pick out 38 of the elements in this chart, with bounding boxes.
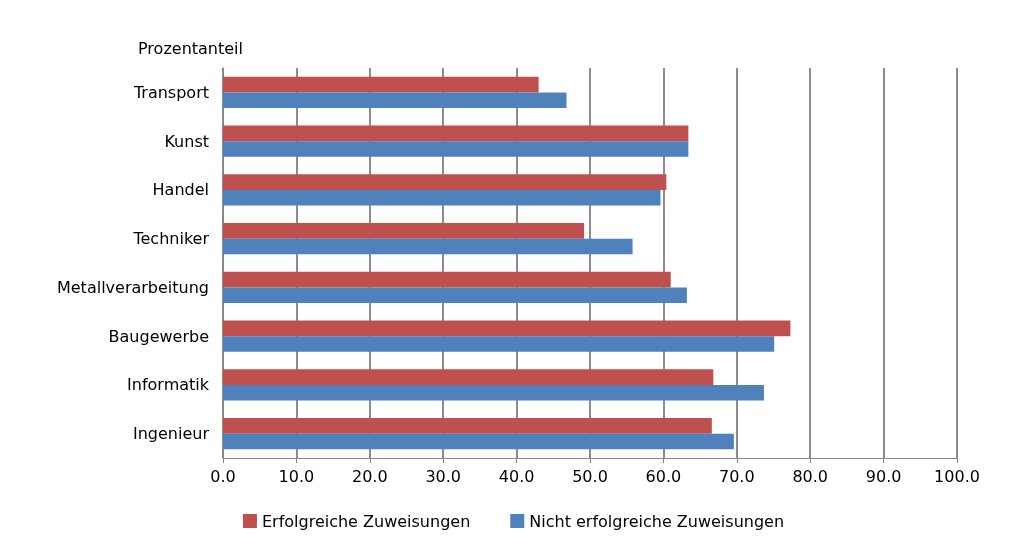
- bar: [223, 174, 667, 190]
- bar: [223, 189, 661, 206]
- y-tick-label: Baugewerbe: [108, 326, 209, 346]
- x-tick-label: 50.0: [572, 466, 608, 486]
- x-tick-label: 70.0: [718, 466, 755, 486]
- x-tick-label: 100.0: [934, 466, 980, 486]
- bar: [223, 271, 671, 288]
- bar: [223, 92, 567, 108]
- x-tick-label: 40.0: [498, 466, 535, 486]
- x-tick-label: 90.0: [865, 466, 902, 486]
- y-tick-label: Techniker: [132, 229, 210, 249]
- bar: [223, 125, 689, 142]
- x-tick-label: 60.0: [645, 466, 682, 486]
- bar: [223, 384, 764, 401]
- bar: [223, 223, 585, 239]
- x-tick-label: 0.0: [210, 466, 236, 486]
- bar: [223, 336, 775, 352]
- x-tick-label: 20.0: [351, 466, 388, 486]
- bar: [223, 76, 539, 93]
- x-tick-label: 30.0: [425, 466, 462, 486]
- bar: [223, 238, 633, 255]
- x-tick-label: 80.0: [792, 466, 829, 486]
- legend-label: Erfolgreiche Zuweisungen: [261, 511, 471, 531]
- bar: [223, 433, 734, 450]
- y-tick-label: Informatik: [127, 375, 210, 395]
- legend-label: Nicht erfolgreiche Zuweisungen: [529, 511, 785, 531]
- y-tick-label: Ingenieur: [132, 424, 210, 444]
- bar: [223, 320, 791, 337]
- bar: [223, 418, 712, 434]
- y-tick-label: Transport: [132, 82, 209, 102]
- y-tick-label: Handel: [152, 180, 209, 200]
- y-tick-label: Kunst: [164, 131, 209, 151]
- bar: [223, 141, 689, 157]
- bar: [223, 369, 714, 385]
- bar: [223, 287, 687, 303]
- y-tick-label: Metallverarbeitung: [56, 277, 209, 297]
- x-tick-label: 10.0: [278, 466, 315, 486]
- y-axis-title: Prozentanteil: [138, 38, 243, 58]
